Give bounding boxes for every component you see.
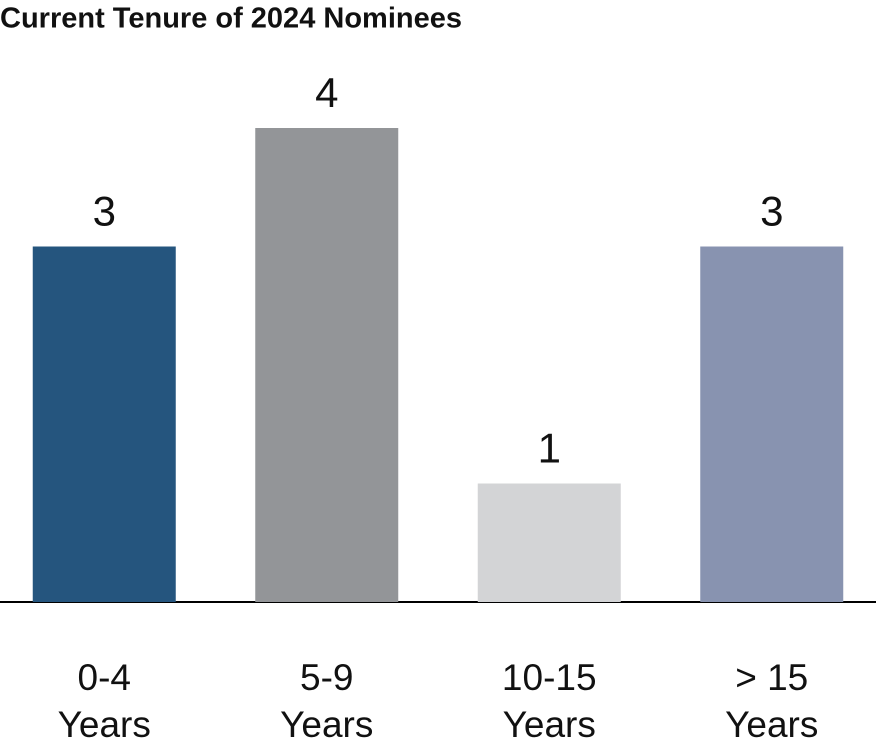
- x-tick-label: 10-15: [502, 657, 597, 698]
- x-tick-label: 0-4: [78, 657, 131, 698]
- value-label: 3: [93, 188, 116, 235]
- x-tick-label: 5-9: [300, 657, 353, 698]
- bar: [700, 246, 844, 602]
- value-label: 4: [315, 69, 338, 116]
- bar: [477, 483, 621, 602]
- x-tick-label: > 15: [735, 657, 808, 698]
- x-tick-label: Years: [280, 704, 373, 745]
- value-label: 1: [538, 425, 561, 472]
- x-tick-label: Years: [58, 704, 151, 745]
- x-tick-label: Years: [725, 704, 818, 745]
- bar: [32, 246, 176, 602]
- x-tick-label: Years: [503, 704, 596, 745]
- bar: [255, 128, 399, 602]
- value-label: 3: [760, 188, 783, 235]
- chart-title: Current Tenure of 2024 Nominees: [0, 3, 462, 35]
